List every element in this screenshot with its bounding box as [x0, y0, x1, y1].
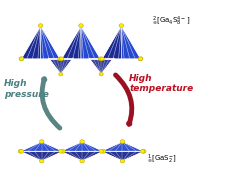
Circle shape: [38, 24, 43, 27]
Polygon shape: [102, 26, 141, 59]
Circle shape: [19, 57, 24, 61]
Circle shape: [98, 57, 103, 61]
Circle shape: [100, 57, 104, 61]
Circle shape: [61, 149, 65, 153]
Circle shape: [141, 149, 145, 153]
Polygon shape: [20, 151, 63, 161]
Text: $^{2}_{\infty}$[Ga$_{4}$S$_{8}^{4-}$]: $^{2}_{\infty}$[Ga$_{4}$S$_{8}^{4-}$]: [152, 14, 190, 28]
FancyArrowPatch shape: [116, 75, 132, 124]
Circle shape: [141, 149, 146, 153]
Circle shape: [58, 57, 62, 61]
Circle shape: [19, 149, 24, 153]
Circle shape: [120, 159, 125, 163]
Text: High
temperature: High temperature: [129, 74, 193, 93]
Polygon shape: [61, 142, 104, 151]
Circle shape: [80, 140, 84, 143]
Circle shape: [19, 57, 24, 61]
Circle shape: [39, 140, 44, 143]
Polygon shape: [20, 142, 63, 151]
Polygon shape: [102, 26, 121, 59]
Circle shape: [80, 159, 84, 163]
Circle shape: [101, 149, 106, 153]
Circle shape: [18, 149, 23, 153]
Circle shape: [99, 73, 103, 76]
Text: $^{1}_{\infty}$[GaS$_{2}^{-}$]: $^{1}_{\infty}$[GaS$_{2}^{-}$]: [147, 153, 177, 166]
Polygon shape: [121, 26, 141, 59]
Circle shape: [59, 149, 63, 153]
Circle shape: [59, 57, 64, 61]
Polygon shape: [62, 26, 100, 59]
Polygon shape: [21, 26, 60, 59]
Circle shape: [120, 140, 125, 143]
Polygon shape: [41, 26, 60, 59]
Circle shape: [138, 57, 143, 61]
Circle shape: [79, 24, 83, 27]
Polygon shape: [62, 26, 81, 59]
Circle shape: [39, 159, 44, 163]
FancyArrowPatch shape: [42, 79, 60, 128]
Circle shape: [138, 57, 143, 61]
Polygon shape: [101, 142, 144, 151]
Circle shape: [59, 73, 63, 76]
Text: High
pressure: High pressure: [4, 79, 49, 99]
Circle shape: [119, 24, 123, 27]
Polygon shape: [48, 58, 73, 74]
Polygon shape: [61, 151, 104, 161]
Polygon shape: [81, 26, 100, 59]
Polygon shape: [21, 26, 41, 59]
Polygon shape: [89, 58, 114, 74]
Circle shape: [99, 149, 104, 153]
Polygon shape: [101, 151, 144, 161]
